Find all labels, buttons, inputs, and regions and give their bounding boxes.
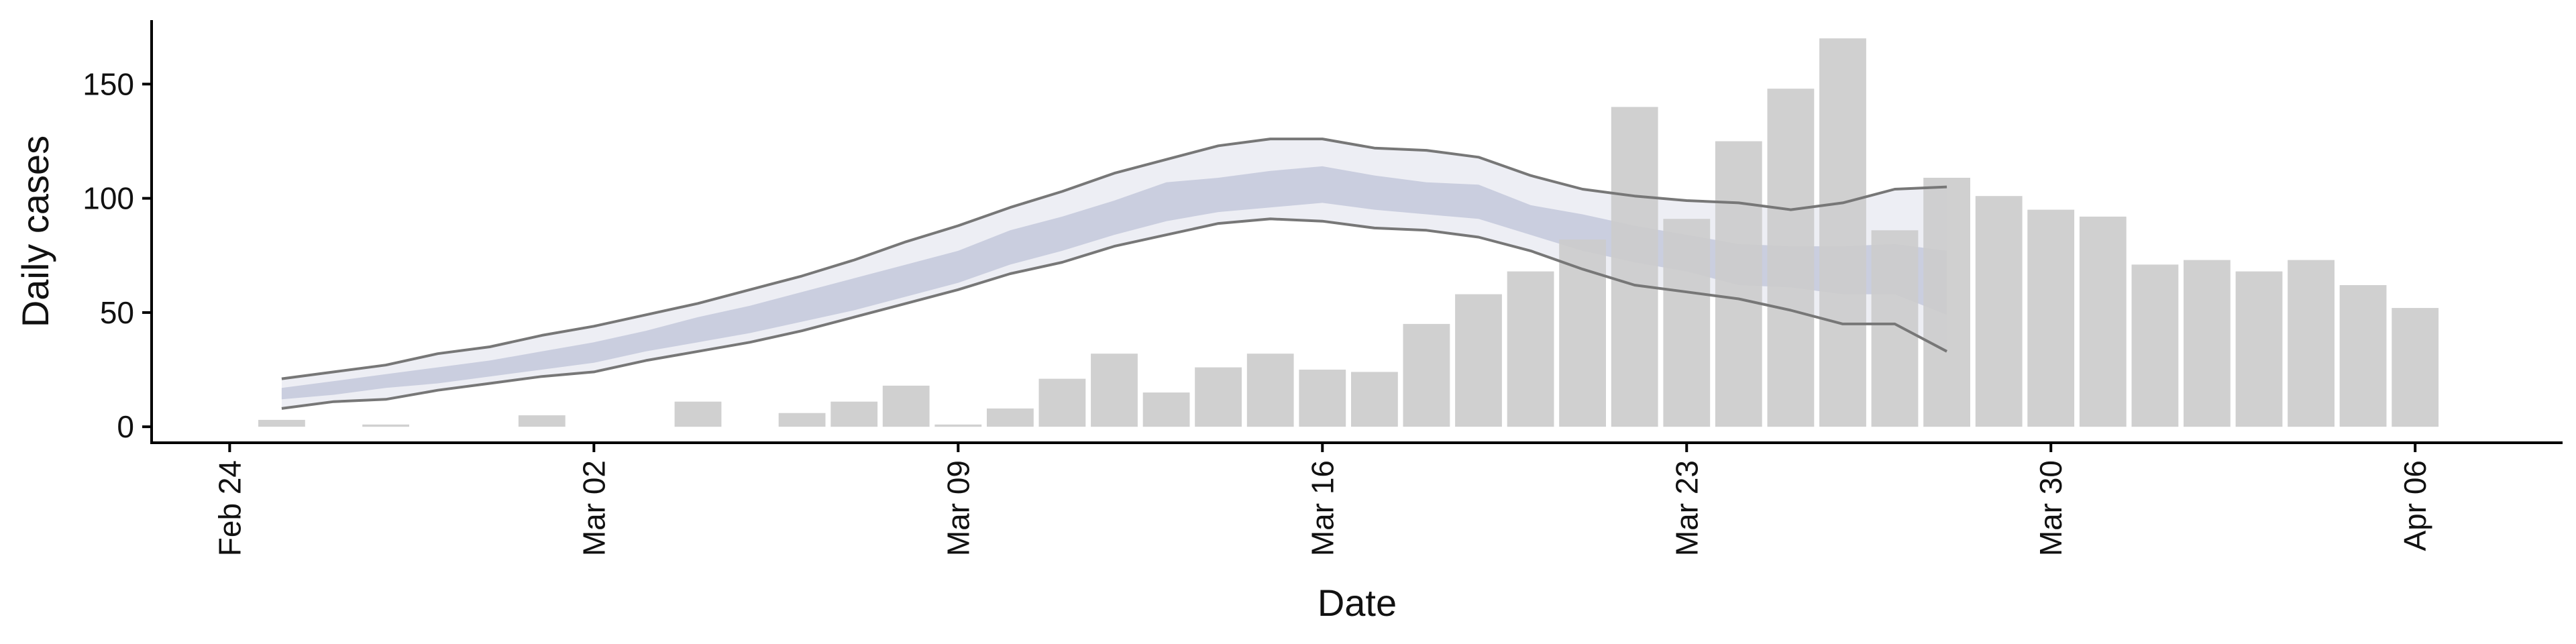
bar-2020-03-19 bbox=[1455, 294, 1502, 427]
x-tick-label-Apr-06: Apr 06 bbox=[2398, 460, 2432, 551]
bar-2020-04-01 bbox=[2131, 264, 2179, 427]
y-axis-title: Daily cases bbox=[14, 136, 56, 327]
x-axis-title: Date bbox=[1318, 582, 1397, 624]
bar-2020-03-15 bbox=[1246, 354, 1294, 427]
x-tick-label-Feb-24: Feb 24 bbox=[212, 460, 247, 556]
ci90-lower-line bbox=[281, 217, 1948, 410]
bar-2020-03-30 bbox=[2027, 209, 2075, 427]
x-ticks: Feb 24 Mar 02 Mar 09 Mar 16 Mar 23 Mar 30 Apr … bbox=[212, 443, 2432, 556]
bar-2020-03-26 bbox=[1819, 38, 1866, 427]
bar-2020-04-02 bbox=[2184, 260, 2231, 427]
bar-2020-03-11 bbox=[1038, 378, 1086, 427]
x-tick-label-Mar-23: Mar 23 bbox=[1669, 460, 1704, 556]
bar-2020-03-28 bbox=[1923, 178, 1970, 427]
bar-2020-03-31 bbox=[2079, 216, 2127, 427]
bar-2020-02-25 bbox=[258, 419, 305, 427]
y-ticks: 0 50 100 150 bbox=[83, 66, 152, 444]
y-tick-label-100: 100 bbox=[83, 181, 134, 216]
ci50-band-layer bbox=[281, 166, 1947, 400]
ci90-upper-line bbox=[281, 138, 1947, 380]
bar-2020-03-13 bbox=[1142, 392, 1190, 427]
bar-2020-03-29 bbox=[1975, 196, 2023, 427]
bar-2020-04-05 bbox=[2339, 285, 2387, 427]
bar-2020-03-10 bbox=[987, 408, 1034, 427]
x-tick-label-Mar-30: Mar 30 bbox=[2033, 460, 2068, 556]
bar-2020-04-04 bbox=[2288, 260, 2334, 427]
bar-2020-03-07 bbox=[830, 401, 878, 427]
y-tick-label-50: 50 bbox=[100, 295, 134, 330]
bar-2020-04-03 bbox=[2235, 271, 2283, 427]
ci50-band bbox=[281, 166, 1947, 400]
bar-2020-03-04 bbox=[674, 401, 722, 427]
bar-2020-02-27 bbox=[362, 424, 409, 427]
bar-2020-03-22 bbox=[1611, 107, 1658, 427]
bar-2020-03-21 bbox=[1559, 239, 1606, 427]
ci-bound-lines-layer bbox=[281, 138, 1948, 410]
bar-2020-03-08 bbox=[882, 385, 930, 427]
bar-2020-03-27 bbox=[1871, 230, 1919, 427]
bar-2020-03-20 bbox=[1507, 271, 1554, 427]
bar-2020-03-16 bbox=[1299, 370, 1346, 427]
y-tick-label-0: 0 bbox=[117, 409, 134, 444]
bar-2020-03-12 bbox=[1091, 354, 1138, 427]
bar-2020-03-25 bbox=[1767, 89, 1815, 427]
x-tick-label-Mar-02: Mar 02 bbox=[576, 460, 611, 556]
x-tick-label-Mar-16: Mar 16 bbox=[1305, 460, 1340, 556]
bar-2020-03-14 bbox=[1195, 367, 1242, 427]
bar-2020-03-01 bbox=[518, 415, 566, 427]
bar-2020-03-06 bbox=[778, 413, 826, 427]
bar-2020-03-09 bbox=[934, 424, 982, 427]
bar-2020-03-23 bbox=[1663, 219, 1711, 427]
bar-2020-03-18 bbox=[1403, 323, 1450, 427]
bar-2020-04-06 bbox=[2392, 308, 2439, 427]
x-tick-label-Mar-09: Mar 09 bbox=[941, 460, 975, 556]
bar-2020-03-24 bbox=[1715, 141, 1762, 427]
axes-layer: 0 50 100 150 Feb 24 Mar 02 Mar 09 Mar 16 Mar 23… bbox=[83, 20, 2563, 556]
y-tick-label-150: 150 bbox=[83, 66, 134, 101]
bar-2020-03-17 bbox=[1351, 372, 1398, 427]
bars-layer bbox=[258, 38, 2439, 427]
